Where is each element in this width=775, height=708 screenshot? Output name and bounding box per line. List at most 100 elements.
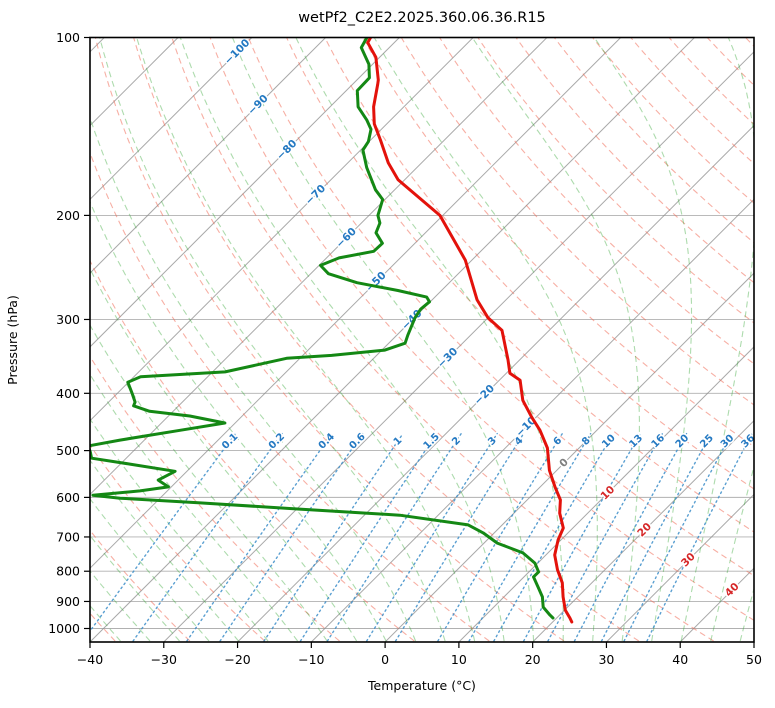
mixing-ratio-label: 2 [450,435,463,448]
mixing-ratio-line [547,432,664,642]
dry-adiabat-line [90,259,415,642]
y-tick-label: 600 [56,490,80,505]
dry-adiabat-line [745,37,754,48]
isotherm-line [163,51,754,642]
mixing-ratio-layer [90,432,753,642]
y-tick-label: 900 [56,594,80,609]
y-axis-label: Pressure (hPa) [5,295,20,385]
x-tick-label: 40 [672,652,688,667]
y-tick-label: 300 [56,312,80,327]
dry-adiabat-line [324,37,754,490]
temperature-curve [366,37,574,624]
dry-adiabat-line [630,37,754,165]
y-tick-label: 700 [56,529,80,544]
y-tick-label: 100 [56,30,80,45]
dry-adiabats-layer [90,37,754,642]
y-tick-label: 800 [56,564,80,579]
moist-adiabat-line [90,534,180,642]
isotherm-line [606,493,754,642]
axes-layer: −40 −30 −20 −10 0 10 20 30 40 5010020030040050060… [48,30,762,667]
moist-adiabat-line [179,37,505,642]
isotherms-layer [90,37,754,642]
dry-adiabat-line [706,37,754,87]
moist-adiabat-line [680,37,754,642]
mixing-ratio-line [263,432,404,642]
isotherm-line [458,346,754,642]
dry-adiabat-line [439,37,754,365]
mixing-ratio-label: 25 [698,433,716,451]
moist-adiabat-line [373,37,598,642]
moist-adiabat-line [90,459,239,642]
dry-adiabat-line [668,37,754,126]
moist-adiabat-line [471,37,640,642]
dewpoint-curve [90,37,555,620]
x-axis-label: Temperature (°C) [367,678,476,693]
moist-adiabat-line [593,37,693,642]
dry-adiabat-line [90,444,266,642]
mixing-ratio-line [493,432,614,642]
mixing-ratio-line [299,432,438,642]
sounding-curves-layer [90,37,574,624]
isotherm-line [532,419,754,642]
dry-adiabat-line [515,37,754,284]
isotherm-line [90,37,179,127]
mixing-ratio-line [646,432,753,642]
dry-adiabat-line [90,151,490,642]
mixing-ratio-line [468,432,592,642]
dry-adiabat-line [133,37,640,642]
x-tick-label: 30 [598,652,614,667]
mixing-ratio-line [600,432,712,642]
mixing-ratio-label: 0.2 [267,431,287,451]
x-tick-label: 10 [451,652,467,667]
mixing-ratio-line [623,432,733,642]
isotherm-line [90,37,548,496]
moist-adiabat-line [90,200,387,642]
mixing-ratio-label: 16 [650,433,668,451]
isotherm-line [90,37,326,274]
mixing-ratio-label: 6 [552,435,565,448]
x-tick-label: −30 [151,652,177,667]
dry-adiabat-line [362,37,754,448]
mixing-ratio-label: 13 [628,433,646,451]
isotherm-line [90,37,622,569]
isotherm-line [90,37,253,201]
mixing-ratio-line [366,432,498,642]
chart-title: wetPf2_C2E2.2025.360.06.36.R15 [298,10,546,26]
dry-adiabat-line [247,37,754,577]
mixing-ratio-line [186,432,333,642]
moist-adiabat-line [90,570,151,642]
mixing-ratio-line [394,432,525,642]
moist-adiabat-line [739,586,754,642]
mixing-ratio-label: 10 [600,433,618,451]
mixing-ratio-line [326,432,462,642]
mixing-ratio-label: 1 [392,435,405,448]
isotherm-line [90,37,400,348]
y-tick-label: 200 [56,208,80,223]
dry-adiabat-line [477,37,754,324]
moist-adiabat-line [90,324,328,642]
x-tick-label: 20 [525,652,541,667]
moist-adiabat-line [90,373,299,642]
mixing-ratio-line [219,432,364,642]
moist-adiabat-line [231,37,535,642]
isotherm-line [310,198,754,642]
dry-adiabat-line [553,37,754,244]
moist-adiabat-line [90,497,210,642]
mixing-ratio-line [90,432,237,633]
isotherm-line [90,37,474,422]
x-tick-label: −10 [298,652,324,667]
x-tick-label: −20 [224,652,250,667]
moist-adiabat-line [710,464,754,642]
isotherm-line [384,272,754,642]
mixing-ratio-line [437,432,563,642]
mixing-ratio-label: 30 [719,433,737,451]
moist-adiabat-line [90,267,358,642]
dry-adiabat-line [400,37,754,406]
x-tick-label: 0 [381,652,389,667]
x-tick-label: 50 [746,652,762,667]
mixing-ratio-label: 3 [486,435,499,448]
moist-adiabat-line [295,37,564,641]
moist-adiabat-line [136,37,476,642]
